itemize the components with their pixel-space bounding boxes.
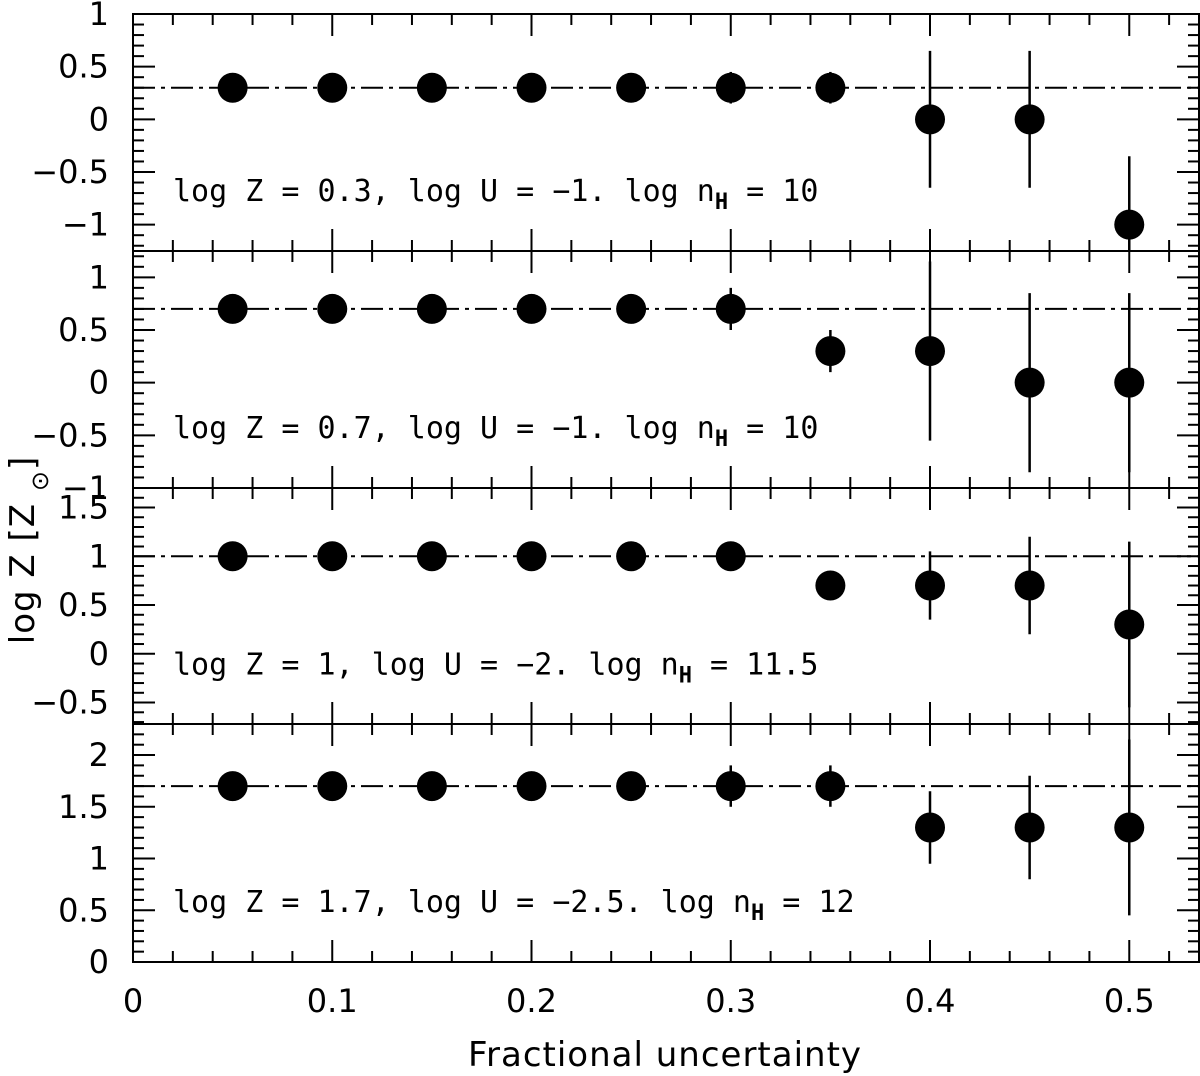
data-point	[1014, 812, 1045, 843]
annotation-text: = 10	[728, 411, 818, 446]
y-tick-label: 1	[89, 537, 109, 575]
y-tick-label: 1.5	[58, 489, 109, 527]
data-point	[715, 541, 746, 572]
data-point	[1114, 367, 1145, 398]
annotation-subscript: H	[715, 427, 728, 452]
y-axis-title: log Z [Z ⊙]	[3, 456, 54, 644]
annotation-text: log Z = 0.3, log U = −1. log n	[173, 174, 715, 209]
annotation-text: log Z = 0.7, log U = −1. log n	[173, 411, 715, 446]
data-point	[715, 293, 746, 324]
y-tick-label: 1	[89, 840, 109, 878]
panel-frame	[132, 13, 1200, 252]
data-point	[217, 541, 248, 572]
data-point	[1014, 104, 1045, 135]
panel-frame	[132, 487, 1200, 725]
x-tick-label: 0.3	[705, 982, 756, 1020]
data-point	[715, 72, 746, 103]
data-point	[317, 72, 348, 103]
y-axis-title-close: ]	[3, 456, 43, 470]
panel-1: −1 −0.5 0 0.5 1 log Z = 0.3, log U = −1. log …	[31, 0, 1200, 252]
data-point	[416, 293, 447, 324]
y-tick-label: 0.5	[58, 311, 109, 349]
y-tick-label: −0.5	[31, 416, 109, 454]
data-point	[815, 336, 846, 367]
y-tick-label: 2	[89, 736, 109, 774]
panel-frame	[132, 250, 1200, 489]
y-tick-label: 0	[89, 364, 109, 402]
x-tick-label: 0.2	[506, 982, 557, 1020]
data-point	[516, 293, 547, 324]
annotation-text: = 11.5	[692, 647, 818, 682]
panel-2: −1 −0.5 0 0.5 1 log Z = 0.7, log U = −1. log …	[31, 250, 1200, 507]
y-tick-label: 1	[89, 0, 109, 33]
panel-4: 0 0.5 1 1.5 2 log Z = 1.7, log U = −2.5. log …	[58, 723, 1200, 981]
data-point	[516, 72, 547, 103]
data-point	[815, 570, 846, 601]
x-axis-title: Fractional uncertainty	[468, 1035, 862, 1075]
x-tick-label: 0.1	[307, 982, 358, 1020]
y-tick-label: 0	[89, 100, 109, 138]
data-point	[915, 812, 946, 843]
data-point	[416, 72, 447, 103]
data-point	[915, 570, 946, 601]
x-tick-label: 0.5	[1104, 982, 1155, 1020]
annotation-subscript: H	[715, 190, 728, 215]
annotation-text: log Z = 1, log U = −2. log n	[173, 647, 679, 682]
panel-annotation: log Z = 1, log U = −2. log nH = 11.5	[173, 647, 818, 688]
data-point	[715, 771, 746, 802]
x-axis-tick-labels: 0 0.1 0.2 0.3 0.4 0.5	[123, 982, 1155, 1020]
data-point	[815, 771, 846, 802]
data-point	[616, 541, 647, 572]
data-point	[1014, 570, 1045, 601]
y-tick-label: 0	[89, 943, 109, 981]
data-point	[317, 541, 348, 572]
y-tick-label: 1	[89, 258, 109, 296]
data-point	[217, 72, 248, 103]
data-point	[516, 541, 547, 572]
panel-3: −0.5 0 0.5 1 1.5 log Z = 1, log U = −2. log n…	[31, 487, 1200, 725]
data-point	[915, 336, 946, 367]
x-tick-label: 0.4	[905, 982, 956, 1020]
data-point	[1114, 812, 1145, 843]
data-point	[416, 771, 447, 802]
panel-frame	[132, 723, 1200, 963]
y-tick-label: −0.5	[31, 153, 109, 191]
y-tick-label: 1.5	[58, 788, 109, 826]
y-tick-label: −1	[62, 206, 109, 244]
annotation-subscript: H	[679, 663, 692, 688]
x-tick-label: 0	[123, 982, 143, 1020]
panel-annotation: log Z = 0.3, log U = −1. log nH = 10	[173, 174, 818, 215]
data-point	[1114, 609, 1145, 640]
data-point	[815, 72, 846, 103]
y-axis-title-subscript: ⊙	[26, 470, 54, 491]
y-tick-label: 0.5	[58, 891, 109, 929]
y-axis-title-text: log Z [Z	[3, 503, 43, 644]
data-point	[217, 293, 248, 324]
data-point	[317, 293, 348, 324]
y-tick-label: 0.5	[58, 48, 109, 86]
data-point	[217, 771, 248, 802]
data-point	[416, 541, 447, 572]
data-point	[915, 104, 946, 135]
data-point	[317, 771, 348, 802]
y-tick-label: −0.5	[31, 684, 109, 722]
data-point	[616, 72, 647, 103]
y-tick-label: 0.5	[58, 586, 109, 624]
data-point	[1014, 367, 1045, 398]
panel-annotation: log Z = 0.7, log U = −1. log nH = 10	[173, 411, 818, 452]
panel-annotation: log Z = 1.7, log U = −2.5. log nH = 12	[173, 885, 855, 926]
annotation-subscript: H	[751, 901, 764, 926]
data-point	[616, 293, 647, 324]
annotation-text: = 10	[728, 174, 818, 209]
data-point	[616, 771, 647, 802]
data-point	[516, 771, 547, 802]
annotation-text: log Z = 1.7, log U = −2.5. log n	[173, 885, 751, 920]
data-point	[1114, 209, 1145, 240]
chart-panels: −1 −0.5 0 0.5 1 log Z = 0.3, log U = −1. log …	[31, 0, 1200, 981]
y-tick-label: 0	[89, 635, 109, 673]
y-tick-label: −1	[62, 469, 109, 507]
annotation-text: = 12	[764, 885, 854, 920]
